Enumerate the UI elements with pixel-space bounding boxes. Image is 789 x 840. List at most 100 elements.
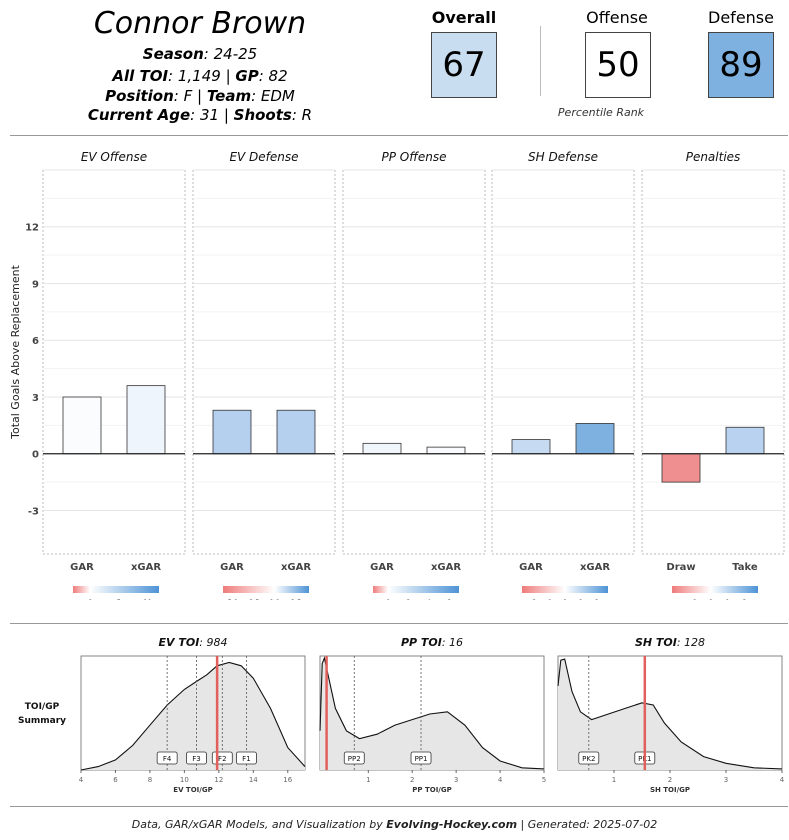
y-tick-label: 12	[25, 223, 39, 234]
toi-panel-title: PP TOI: 16	[401, 636, 463, 649]
x-tick-label: 2	[410, 776, 414, 784]
gar-panel-penalties: Penalties Draw Take -1 0 1 2	[641, 150, 785, 600]
bar-xgar	[276, 409, 316, 455]
scale-tick-label: 2	[406, 598, 410, 600]
x-tick-label: 10	[180, 776, 189, 784]
color-scale-bar	[672, 586, 758, 593]
scale-tick-label: 2	[742, 598, 746, 600]
scale-tick-label: -2.5	[247, 598, 260, 600]
density-line	[557, 658, 783, 770]
toi-value: 1,149	[177, 67, 221, 85]
scale-tick-label: 4	[427, 598, 431, 600]
x-tick-label: 8	[148, 776, 152, 784]
scale-tick-label: 0	[88, 598, 92, 600]
scale-tick-label: 6	[447, 598, 451, 600]
toi-title-bold: EV TOI	[158, 636, 199, 649]
x-tick-label: GAR	[70, 562, 94, 573]
mid-divider	[10, 623, 788, 624]
offense-score-box: 50	[585, 32, 651, 98]
x-tick-label: 4	[780, 776, 785, 784]
y-tick-label: 3	[32, 393, 39, 404]
gar-panel-ev-defense: EV Defense GAR xGAR -5.0 -2.5 0.0 2.5	[192, 150, 336, 600]
bar-xgar	[575, 423, 615, 455]
panel-title: SH Defense	[528, 150, 598, 164]
percentile-rank-label: Percentile Rank	[557, 106, 645, 119]
x-tick-label: 6	[113, 776, 118, 784]
defense-label: Defense	[708, 8, 774, 27]
x-axis-label: EV TOI/GP	[173, 786, 212, 794]
x-axis-label: PP TOI/GP	[412, 786, 451, 794]
scale-tick-label: 0	[709, 598, 713, 600]
toi-title-bold: SH TOI	[635, 636, 677, 649]
color-scale-bar	[223, 586, 309, 593]
density-area	[558, 659, 782, 770]
scale-tick-label: 10	[143, 598, 151, 600]
density-line	[80, 661, 306, 771]
toi-label: All TOI	[112, 67, 169, 85]
scale-tick-label: 0.0	[269, 598, 279, 600]
footer-suffix: | Generated: 2025-07-02	[520, 818, 658, 831]
toi-title-bold: PP TOI	[401, 636, 442, 649]
bar-take	[725, 426, 765, 455]
role-marker-box	[578, 751, 600, 765]
header-divider	[10, 135, 788, 136]
toi-side-label-2: Summary	[18, 716, 66, 726]
panel-title: PP Offense	[381, 150, 446, 164]
bar-xgar	[126, 385, 166, 455]
footer-prefix: Data, GAR/xGAR Models, and Visualization…	[131, 818, 383, 831]
gar-bar-chart: Total Goals Above Replacement-3036912EV …	[9, 150, 785, 600]
y-tick-label: 9	[32, 279, 39, 290]
bar-gar	[511, 439, 551, 455]
y-tick-label: -3	[28, 506, 39, 517]
toi-title-sep: :	[442, 636, 449, 649]
footer-credit: Data, GAR/xGAR Models, and Visualization…	[0, 818, 789, 831]
panel-title: EV Offense	[81, 150, 147, 164]
position-team-line: Position: F | Team: EDM	[105, 87, 295, 105]
color-scale-bar	[73, 586, 159, 593]
x-tick-label: GAR	[519, 562, 543, 573]
shoots-value: R	[301, 106, 313, 124]
position-value: F	[183, 87, 193, 105]
toi-panel-1: PP TOI: 16 PP2 PP1 1 2 3 4 5 PP TOI/GP	[319, 636, 546, 794]
toi-title-sep: :	[199, 636, 206, 649]
gp-label: GP	[235, 67, 259, 85]
age-value: 31	[199, 106, 220, 124]
toi-side-label-1: TOI/GP	[25, 702, 60, 712]
scale-tick-label: 1	[579, 598, 583, 600]
y-tick-label: 6	[32, 336, 39, 347]
toi-panel-0: EV TOI: 984 F4 F3 F2 F1 4 6 8 10 12 14 16 EV TOI/GP	[79, 636, 306, 794]
y-tick-label: 0	[32, 450, 39, 461]
toi-title-value: 128	[684, 636, 705, 649]
role-marker-label: F4	[163, 755, 172, 763]
team-label: Team	[206, 87, 252, 105]
position-label: Position	[105, 87, 174, 105]
scale-tick-label: -5.0	[225, 598, 238, 600]
scale-tick-label: 2.5	[291, 598, 301, 600]
scale-tick-label: -1	[691, 598, 697, 600]
season-label: Season	[142, 45, 204, 63]
color-scale-bar	[373, 586, 459, 593]
panel-title: EV Defense	[229, 150, 298, 164]
overall-score-box: 67	[431, 32, 497, 98]
x-axis-label: SH TOI/GP	[650, 786, 690, 794]
shoots-label: Shoots	[233, 106, 292, 124]
age-label: Current Age	[87, 106, 191, 124]
role-marker-box	[343, 751, 365, 765]
y-axis-label: Total Goals Above Replacement	[9, 264, 22, 439]
x-tick-label: 14	[249, 776, 258, 784]
x-tick-label: 4	[79, 776, 84, 784]
role-marker-box	[156, 751, 178, 765]
x-tick-label: 12	[214, 776, 223, 784]
x-tick-label: GAR	[370, 562, 394, 573]
role-marker-label: F1	[242, 755, 250, 763]
role-marker-box	[236, 751, 257, 765]
role-marker-label: PP1	[415, 755, 428, 763]
x-tick-label: 4	[498, 776, 503, 784]
season-value: 24-25	[213, 45, 258, 63]
scale-tick-label: 0	[386, 598, 390, 600]
player-name: Connor Brown	[93, 6, 307, 41]
bar-gar	[62, 396, 102, 455]
x-tick-label: 2	[668, 776, 672, 784]
x-tick-label: xGAR	[431, 562, 461, 573]
